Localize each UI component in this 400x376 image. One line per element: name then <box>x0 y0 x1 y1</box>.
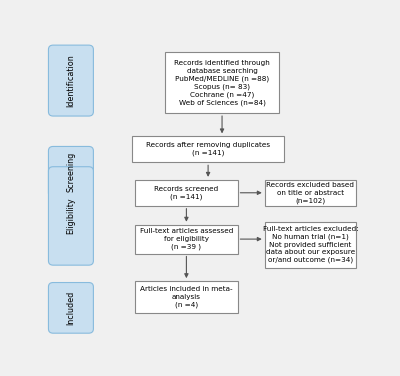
Text: Records excluded based
on title or abstract
(n=102): Records excluded based on title or abstr… <box>266 182 354 203</box>
Text: Included: Included <box>66 291 76 325</box>
Text: Eligibility: Eligibility <box>66 198 76 234</box>
FancyBboxPatch shape <box>135 281 238 313</box>
FancyBboxPatch shape <box>165 52 279 113</box>
FancyBboxPatch shape <box>48 167 94 265</box>
FancyBboxPatch shape <box>265 222 356 268</box>
FancyBboxPatch shape <box>135 224 238 253</box>
Text: Records identified through
database searching
PubMed/MEDLINE (n =88)
Scopus (n= : Records identified through database sear… <box>174 60 270 106</box>
Text: Records after removing duplicates
(n =141): Records after removing duplicates (n =14… <box>146 143 270 156</box>
Text: Articles included in meta-
analysis
(n =4): Articles included in meta- analysis (n =… <box>140 286 233 308</box>
Text: Screening: Screening <box>66 152 76 192</box>
FancyBboxPatch shape <box>48 45 94 116</box>
FancyBboxPatch shape <box>48 147 94 197</box>
Text: Full-text articles excluded:
No human trial (n=1)
Not provided sufficient
data a: Full-text articles excluded: No human tr… <box>262 226 358 264</box>
FancyBboxPatch shape <box>48 282 94 333</box>
Text: Full-text articles assessed
for eligibility
(n =39 ): Full-text articles assessed for eligibil… <box>140 228 233 250</box>
FancyBboxPatch shape <box>132 136 284 162</box>
FancyBboxPatch shape <box>135 180 238 206</box>
Text: Identification: Identification <box>66 54 76 107</box>
FancyBboxPatch shape <box>265 180 356 206</box>
Text: Records screened
(n =141): Records screened (n =141) <box>154 186 218 200</box>
